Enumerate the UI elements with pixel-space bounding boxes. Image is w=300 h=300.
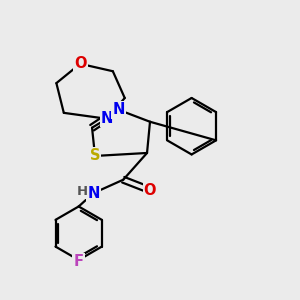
Text: N: N: [101, 111, 113, 126]
Text: O: O: [74, 56, 86, 71]
Text: S: S: [90, 148, 100, 164]
Text: N: N: [112, 102, 125, 117]
Text: F: F: [74, 254, 84, 269]
Text: O: O: [144, 183, 156, 198]
Text: H: H: [77, 185, 88, 198]
Text: N: N: [87, 186, 100, 201]
